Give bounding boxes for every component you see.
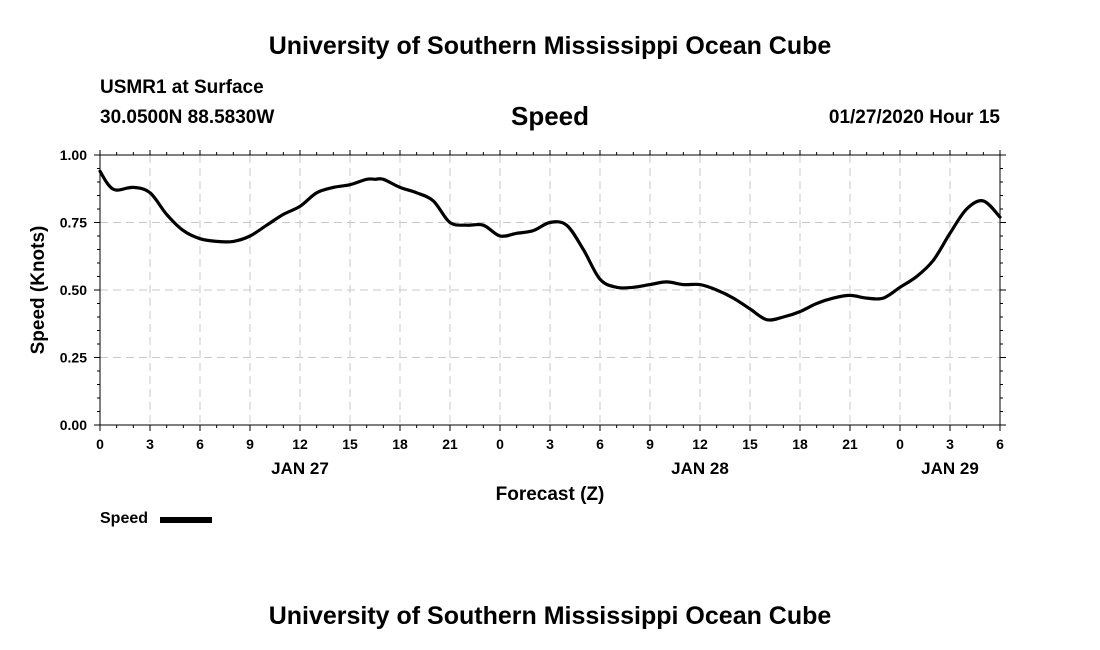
x-tick-label: 6 — [196, 436, 204, 452]
x-tick-label: 12 — [692, 436, 708, 452]
date-label: JAN 29 — [921, 459, 979, 478]
date-label: JAN 27 — [271, 459, 329, 478]
x-tick-label: 15 — [742, 436, 758, 452]
x-tick-label: 18 — [792, 436, 808, 452]
x-tick-label: 0 — [96, 436, 104, 452]
x-tick-label: 9 — [246, 436, 254, 452]
x-tick-label: 21 — [442, 436, 458, 452]
station-coordinates: 30.0500N 88.5830W — [100, 107, 275, 128]
y-tick-label: 0.00 — [60, 417, 87, 433]
x-tick-label: 9 — [646, 436, 654, 452]
x-tick-label: 18 — [392, 436, 408, 452]
x-tick-label: 15 — [342, 436, 358, 452]
station-label: USMR1 at Surface — [100, 77, 264, 98]
x-tick-label: 12 — [292, 436, 308, 452]
x-tick-label: 3 — [146, 436, 154, 452]
x-tick-label: 3 — [546, 436, 554, 452]
chart-title: University of Southern Mississippi Ocean… — [268, 32, 832, 60]
y-tick-label: 1.00 — [60, 147, 87, 163]
forecast-time: 01/27/2020 Hour 15 — [828, 107, 1000, 128]
y-tick-label: 0.50 — [60, 282, 87, 298]
x-tick-label: 6 — [596, 436, 604, 452]
date-label: JAN 28 — [671, 459, 729, 478]
y-tick-label: 0.25 — [60, 350, 87, 366]
series-line-speed — [98, 169, 1002, 322]
plot-frame — [99, 154, 1001, 426]
x-tick-label: 0 — [496, 436, 504, 452]
x-axis-label: Forecast (Z) — [496, 484, 605, 505]
footer-title: University of Southern Mississippi Ocean… — [268, 602, 832, 630]
x-tick-label: 3 — [946, 436, 954, 452]
legend-swatch — [160, 517, 212, 523]
y-axis-label: Speed (Knots) — [28, 226, 49, 355]
legend-label: Speed — [100, 510, 149, 527]
x-tick-label: 0 — [896, 436, 904, 452]
x-tick-label: 6 — [996, 436, 1004, 452]
variable-title: Speed — [510, 101, 590, 131]
y-tick-label: 0.75 — [60, 215, 87, 231]
x-tick-label: 21 — [842, 436, 858, 452]
